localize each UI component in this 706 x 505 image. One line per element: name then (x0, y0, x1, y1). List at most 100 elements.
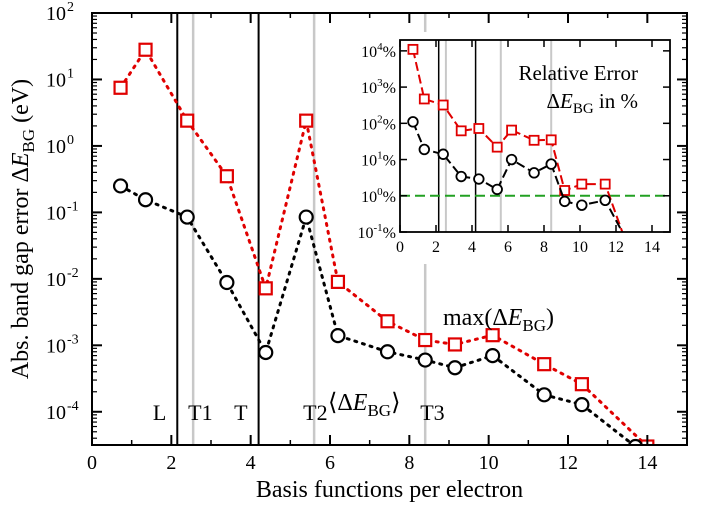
data-point-avg-11 (536, 387, 552, 403)
vline-label-T: T (234, 400, 248, 425)
x-tick-label: 4 (246, 452, 256, 474)
inset-y-tick-base: 10 (361, 116, 377, 133)
inset-plot-area (400, 40, 670, 232)
label-sub: BG (19, 129, 38, 153)
label-post: in % (594, 89, 638, 113)
inset-y-tick-base: 10 (361, 80, 377, 97)
inset-point-max-11 (599, 178, 611, 190)
inset-point-avg-3 (455, 170, 467, 183)
y-tick-label: 10 (46, 136, 66, 158)
x-tick-label: 8 (404, 452, 414, 474)
label-post: (eV) (8, 79, 34, 129)
data-point-max-7 (380, 314, 395, 329)
inset-point-max-3 (455, 125, 467, 137)
inset-point-avg-6 (505, 153, 518, 166)
y-tick-exponent: 1 (67, 66, 74, 81)
y-tick-exponent: 0 (67, 133, 74, 148)
data-point-max-11 (537, 357, 552, 372)
vline-label-T2: T2 (303, 400, 327, 425)
data-point-avg-12 (574, 397, 590, 413)
label-pre: Δ (546, 89, 560, 113)
inset-y-tick-label: 104% (361, 41, 396, 61)
inset-point-avg-10 (576, 199, 588, 211)
data-point-max-3 (219, 169, 234, 184)
vline-label-T1: T1 (188, 400, 212, 425)
series-line-1 (119, 184, 636, 445)
x-axis-label: Basis functions per electron (256, 477, 523, 503)
inset-y-tick-label: 101% (361, 150, 396, 170)
y-tick-exponent: -2 (67, 266, 79, 281)
label-post: ⟩ (391, 390, 400, 416)
inset-x-tick-label: 6 (504, 239, 512, 256)
inset-x-tick-label: 10 (572, 239, 588, 256)
label-sub: BG (573, 101, 594, 117)
y-tick-label: 10 (46, 3, 66, 25)
label-var: E (352, 390, 368, 416)
inset-y-tick-label: 100% (361, 186, 396, 206)
inset-y-tick-base: 10 (361, 189, 377, 206)
inset-point-max-4 (473, 123, 485, 134)
inset-y-tick-suffix: % (383, 189, 396, 206)
y-tick-label: 10 (46, 269, 66, 291)
inset-point-max-0 (407, 43, 419, 55)
y-tick-exponent: 2 (67, 0, 74, 15)
inset-y-tick-exponent: -1 (374, 222, 383, 234)
y-tick-exponent: -4 (67, 399, 79, 414)
inset-y-tick-suffix: % (383, 116, 396, 133)
data-point-max-1 (138, 42, 153, 57)
data-point-max-10 (485, 328, 500, 343)
inset-y-tick-base: 10 (361, 44, 377, 61)
inset-title-line1: Relative Error (518, 61, 638, 85)
data-point-avg-7 (379, 344, 396, 360)
data-point-avg-13 (627, 438, 643, 445)
data-point-avg-0 (112, 178, 129, 194)
inset-point-max-2 (437, 99, 449, 111)
x-tick-label: 2 (166, 452, 176, 474)
label-pre: max(Δ (443, 305, 508, 331)
x-tick-label: 0 (87, 452, 97, 474)
inset-point-avg-2 (437, 148, 449, 160)
vline-label-L: L (153, 400, 166, 425)
inset-y-tick-label: 103% (361, 77, 396, 97)
data-point-max-5 (299, 113, 314, 128)
label-var: E (8, 152, 34, 168)
y-tick-label: 10 (46, 402, 66, 424)
inset-point-avg-8 (545, 158, 557, 170)
inset-point-avg-4 (473, 173, 485, 185)
inset-y-tick-suffix: % (383, 44, 396, 61)
x-tick-label: 6 (325, 452, 335, 474)
data-point-avg-9 (447, 360, 463, 376)
inset-point-max-8 (545, 134, 557, 146)
y-tick-label: 10 (46, 69, 66, 91)
inset-point-avg-1 (418, 143, 431, 156)
inset-y-tick-suffix: % (383, 80, 396, 97)
data-point-max-8 (418, 332, 433, 348)
data-point-avg-2 (179, 209, 195, 225)
x-tick-label: 12 (558, 452, 578, 474)
inset-y-tick-base: 10 (358, 225, 374, 242)
data-point-max-6 (330, 274, 346, 289)
inset-y-tick-exponent: 2 (377, 113, 383, 125)
label-post: ) (546, 305, 554, 331)
data-point-avg-8 (417, 352, 433, 368)
series-line-0 (119, 46, 648, 445)
inset-x-tick-label: 8 (540, 239, 548, 256)
inset-point-avg-7 (528, 167, 540, 179)
data-point-avg-6 (330, 327, 346, 344)
inset-y-tick-exponent: 1 (377, 150, 383, 162)
label-var: E (507, 305, 523, 331)
label-var: E (559, 89, 573, 113)
inset-frame (399, 39, 671, 233)
y-tick-label: 10 (46, 202, 66, 224)
y-axis-label: Abs. band gap error ΔEBG (eV) (8, 79, 38, 379)
data-point-avg-3 (219, 274, 235, 291)
inset-x-tick-label: 2 (432, 239, 440, 256)
vline-label-T3: T3 (420, 400, 444, 425)
inset-point-avg-11 (599, 194, 611, 206)
inset-x-tick-label: 4 (468, 239, 476, 256)
label-pre: ⟨Δ (328, 390, 353, 416)
label-sub: BG (522, 316, 546, 335)
inset-y-tick-base: 10 (361, 153, 377, 170)
legend-avg-label: ⟨ΔEBG⟩ (328, 390, 400, 420)
